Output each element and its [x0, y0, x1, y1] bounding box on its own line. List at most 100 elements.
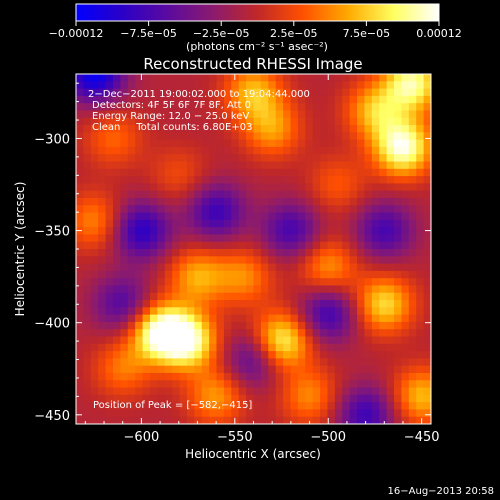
heatmap-cell — [149, 336, 158, 345]
heatmap-cell — [201, 88, 210, 97]
heatmap-cell — [209, 154, 218, 163]
heatmap-cell — [231, 336, 240, 345]
heatmap-cell — [408, 416, 417, 424]
heatmap-cell — [201, 343, 210, 352]
heatmap-cell — [305, 212, 314, 221]
heatmap-cell — [312, 314, 321, 323]
heatmap-cell — [334, 132, 343, 141]
heatmap-cell — [408, 103, 417, 112]
heatmap-cell — [312, 256, 321, 265]
heatmap-cell — [179, 292, 188, 301]
heatmap-cell — [260, 219, 269, 228]
heatmap-cell — [194, 197, 203, 206]
heatmap-cell — [334, 278, 343, 287]
heatmap-cell — [268, 103, 277, 112]
heatmap-cell — [179, 74, 188, 82]
heatmap-cell — [268, 409, 277, 418]
heatmap-cell — [83, 176, 92, 184]
heatmap-cell — [401, 125, 410, 133]
heatmap-cell — [216, 300, 225, 308]
heatmap-cell — [223, 402, 232, 411]
heatmap-cell — [423, 139, 431, 148]
heatmap-cell — [416, 380, 425, 389]
heatmap-cell — [223, 343, 232, 352]
heatmap-cell — [334, 409, 343, 418]
heatmap-cell — [283, 234, 292, 243]
heatmap-cell — [290, 358, 299, 367]
heatmap-cell — [209, 205, 218, 214]
heatmap-cell — [194, 139, 203, 148]
x-axis-label: Heliocentric X (arcsec) — [185, 447, 321, 461]
heatmap-cell — [275, 336, 284, 345]
heatmap-cell — [223, 387, 232, 396]
heatmap-cell — [312, 190, 321, 199]
heatmap-cell — [386, 372, 395, 381]
heatmap-cell — [238, 74, 247, 82]
heatmap-cell — [164, 212, 173, 221]
heatmap-cell — [83, 146, 92, 155]
heatmap-cell — [312, 394, 321, 403]
heatmap-cell — [83, 270, 92, 279]
heatmap-cell — [297, 161, 306, 170]
heatmap-cell — [246, 190, 255, 199]
heatmap-cell — [231, 256, 240, 265]
heatmap-cell — [297, 351, 306, 359]
heatmap-cell — [209, 394, 218, 403]
heatmap-cell — [238, 358, 247, 367]
heatmap-cell — [164, 365, 173, 374]
heatmap-cell — [379, 292, 388, 301]
heatmap-cell — [357, 176, 366, 184]
heatmap-cell — [305, 372, 314, 381]
heatmap-cell — [186, 394, 195, 403]
heatmap-cell — [238, 343, 247, 352]
heatmap-cell — [231, 285, 240, 294]
heatmap-cell — [223, 314, 232, 323]
heatmap-cell — [209, 372, 218, 381]
heatmap-cell — [231, 161, 240, 170]
heatmap-cell — [268, 241, 277, 250]
heatmap-cell — [149, 234, 158, 243]
heatmap-cell — [357, 263, 366, 272]
heatmap-cell — [312, 168, 321, 177]
heatmap-cell — [423, 402, 431, 411]
heatmap-cell — [83, 81, 92, 90]
heatmap-cell — [201, 329, 210, 338]
heatmap-cell — [408, 263, 417, 272]
heatmap-cell — [112, 227, 121, 236]
heatmap-cell — [371, 241, 380, 250]
heatmap-cell — [223, 197, 232, 206]
heatmap-cell — [83, 74, 92, 82]
heatmap-cell — [238, 278, 247, 287]
heatmap-cell — [223, 241, 232, 250]
heatmap-cell — [157, 307, 166, 316]
heatmap-cell — [246, 329, 255, 338]
heatmap-cell — [401, 190, 410, 199]
heatmap-cell — [83, 183, 92, 192]
heatmap-cell — [305, 241, 314, 250]
heatmap-cell — [260, 307, 269, 316]
heatmap-cell — [223, 351, 232, 359]
heatmap-cell — [231, 81, 240, 90]
heatmap-cell — [364, 285, 373, 294]
heatmap-cell — [246, 183, 255, 192]
heatmap-cell — [290, 117, 299, 126]
heatmap-cell — [327, 168, 336, 177]
heatmap-cell — [260, 146, 269, 155]
heatmap-cell — [283, 292, 292, 301]
heatmap-cell — [290, 205, 299, 214]
heatmap-cell — [408, 321, 417, 330]
heatmap-cell — [157, 117, 166, 126]
heatmap-cell — [416, 95, 425, 104]
heatmap-cell — [386, 161, 395, 170]
heatmap-cell — [283, 241, 292, 250]
heatmap-cell — [179, 125, 188, 133]
heatmap-cell — [223, 256, 232, 265]
heatmap-cell — [371, 197, 380, 206]
heatmap-cell — [283, 278, 292, 287]
heatmap-cell — [164, 285, 173, 294]
heatmap-cell — [260, 278, 269, 287]
heatmap-cell — [238, 88, 247, 97]
heatmap-cell — [209, 256, 218, 265]
heatmap-cell — [90, 176, 99, 184]
heatmap-cell — [83, 336, 92, 345]
